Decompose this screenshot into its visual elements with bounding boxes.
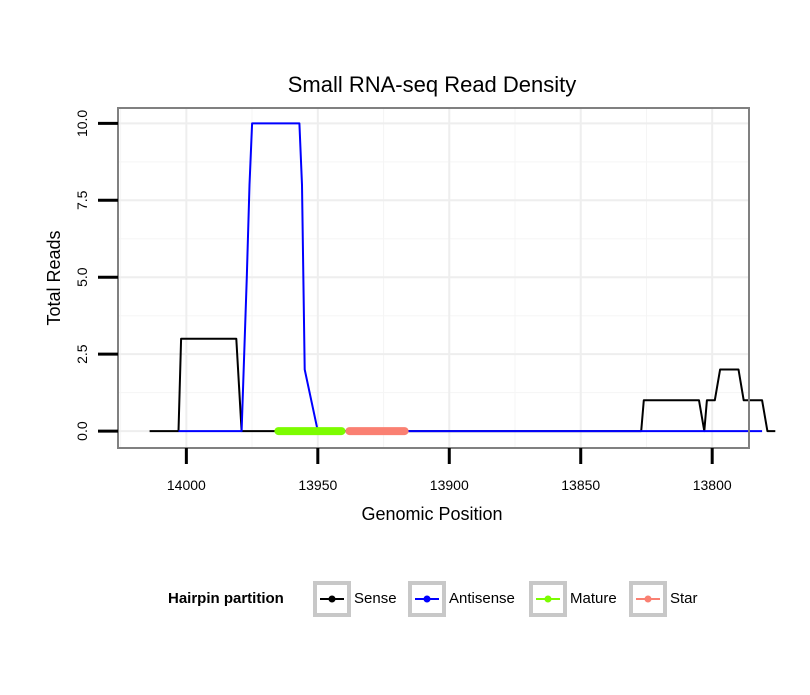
legend-label: Sense	[354, 590, 397, 607]
legend-label: Star	[670, 590, 698, 607]
x-tick-label: 13850	[561, 477, 600, 493]
series-layer	[149, 122, 776, 436]
legend-key-point	[644, 595, 652, 603]
chart-title: Small RNA-seq Read Density	[288, 72, 577, 97]
x-axis-label: Genomic Position	[361, 504, 502, 524]
legend-key-point	[328, 595, 336, 603]
y-tick-label: 2.5	[74, 344, 90, 364]
axes: 14000 13950 13900 13850 13800 0.0 2.5 5.0 7.5 10.…	[74, 110, 732, 493]
y-tick-label: 5.0	[74, 267, 90, 287]
legend-label: Mature	[570, 590, 617, 607]
x-tick-label: 14000	[167, 477, 206, 493]
x-tick-label: 13900	[430, 477, 469, 493]
y-axis-label: Total Reads	[44, 230, 64, 325]
y-tick-label: 0.0	[74, 421, 90, 441]
legend-key-point	[544, 595, 552, 603]
series-line-antisense	[178, 122, 763, 433]
y-tick-label: 7.5	[74, 190, 90, 210]
legend-label: Antisense	[449, 590, 515, 607]
y-tick-label: 10.0	[74, 110, 90, 137]
x-tick-label: 13950	[298, 477, 337, 493]
x-tick-label: 13800	[693, 477, 732, 493]
legend-title: Hairpin partition	[168, 590, 284, 607]
legend-key-point	[423, 595, 431, 603]
legend: Hairpin partition Sense Antisense Mature St…	[168, 581, 698, 617]
